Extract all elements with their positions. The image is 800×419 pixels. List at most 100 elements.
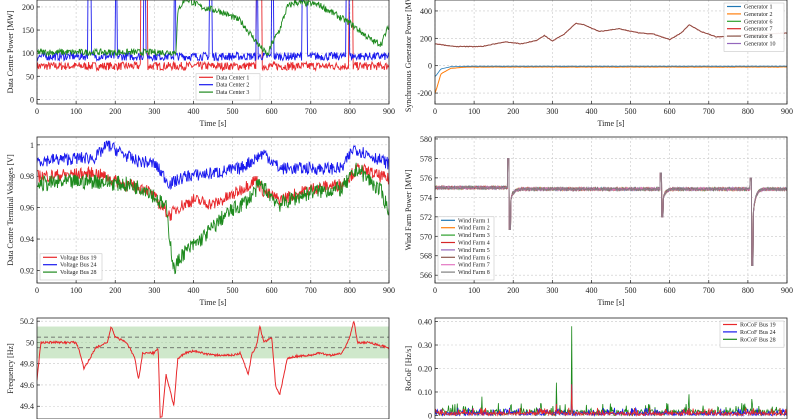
x-tick-label: 800 [344, 107, 356, 116]
legend-entry: Generator 10 [744, 42, 776, 48]
legend-entry: Wind Farm 7 [458, 263, 490, 269]
x-tick-label: 600 [664, 286, 676, 295]
legend-entry: Voltage Bus 19 [60, 255, 97, 261]
series-line [37, 0, 389, 72]
x-tick-label: 500 [625, 107, 637, 116]
y-tick-label: 566 [420, 271, 432, 280]
x-tick-label: 800 [742, 107, 754, 116]
y-tick-label: 0.98 [20, 172, 34, 181]
x-tick-label: 200 [507, 286, 519, 295]
y-tick-label: -200 [417, 89, 432, 98]
x-axis-label: Time [s] [597, 298, 624, 307]
legend-box [39, 253, 103, 281]
y-tick-label: 49.8 [20, 360, 34, 369]
x-tick-label: 400 [187, 107, 199, 116]
x-axis-label: Time [s] [597, 119, 624, 128]
plot-frame [434, 0, 788, 105]
y-tick-label: 200 [420, 34, 432, 43]
x-tick-label: 0 [35, 107, 39, 116]
legend-entry: RoCoF Bus 28 [740, 337, 776, 343]
panel-data-centre-power: 0 100 200 300 400 500 600 700 800 900 0 50 100 150 200… [6, 0, 395, 128]
y-tick-label: 0 [428, 411, 432, 419]
y-tick-label: 49.4 [20, 402, 34, 411]
x-tick-label: 900 [383, 107, 395, 116]
y-axis-label: Data Centre Power [MW] [6, 10, 15, 93]
legend-entry: Generator 6 [744, 19, 773, 25]
x-tick-label: 400 [585, 107, 597, 116]
y-axis-label: Data Centre Terminal Voltages [V] [6, 154, 15, 266]
series-line [435, 157, 787, 266]
x-tick-label: 900 [781, 107, 793, 116]
panel-rocof: 0 0.10 0.20 0.30 0.40 RoCoF [Hz/s] RoCoF Bus 1… [404, 318, 788, 419]
x-tick-label: 500 [227, 107, 239, 116]
x-tick-label: 300 [148, 286, 160, 295]
y-tick-label: 0.92 [20, 266, 34, 275]
y-axis-label: RoCoF [Hz/s] [404, 346, 413, 391]
y-tick-label: 0.40 [418, 318, 432, 327]
legend-entry: Wind Farm 6 [458, 255, 490, 261]
legend-entry: Generator 7 [744, 27, 773, 33]
y-tick-label: 0 [30, 95, 34, 104]
legend-entry: Data Center 3 [216, 90, 249, 96]
y-axis-label: Synchronous Generator Power [MW] [404, 0, 413, 112]
panel-terminal-voltages: 0 100 200 300 400 500 600 700 800 900 0.92 0.94 0.96… [6, 136, 395, 307]
legend-entry: Wind Farm 3 [458, 233, 490, 239]
x-tick-label: 700 [703, 286, 715, 295]
x-tick-label: 100 [468, 286, 480, 295]
series-line [37, 0, 389, 62]
plot-frame [36, 136, 390, 284]
x-tick-label: 0 [433, 286, 437, 295]
y-tick-label: 50 [26, 72, 34, 81]
x-tick-label: 700 [703, 107, 715, 116]
y-tick-label: 100 [22, 49, 34, 58]
y-axis-label: Wind Farm Power [MW] [404, 169, 413, 250]
x-tick-label: 300 [546, 107, 558, 116]
y-tick-label: 574 [420, 193, 432, 202]
legend-entry: Generator 1 [744, 5, 773, 11]
x-tick-label: 800 [344, 286, 356, 295]
y-tick-label: 1 [30, 141, 34, 150]
plot-frame [36, 0, 390, 105]
series-line [435, 66, 787, 94]
series-line [37, 140, 389, 190]
plot-frame [434, 136, 788, 284]
y-tick-label: 0.30 [418, 341, 432, 350]
legend-box [195, 73, 261, 101]
y-tick-label: 0.96 [20, 204, 34, 213]
x-tick-label: 700 [305, 107, 317, 116]
legend-entry: Data Center 2 [216, 83, 249, 89]
y-tick-label: 578 [420, 154, 432, 163]
frequency-band [37, 326, 389, 359]
y-tick-label: 49.6 [20, 381, 34, 390]
x-tick-label: 100 [468, 107, 480, 116]
x-tick-label: 200 [109, 107, 121, 116]
y-tick-label: 568 [420, 252, 432, 261]
y-tick-label: 572 [420, 213, 432, 222]
plot-frame [36, 317, 390, 419]
legend-entry: Generator 8 [744, 34, 773, 40]
y-tick-label: 0 [428, 62, 432, 71]
x-tick-label: 100 [70, 286, 82, 295]
x-axis-label: Time [s] [199, 119, 226, 128]
legend-entry: Voltage Bus 28 [60, 270, 97, 276]
legend-entry: Voltage Bus 24 [60, 263, 97, 269]
panel-wind-farm-power: 0 100 200 300 400 500 600 700 800 900 566 568 570 572… [404, 135, 793, 307]
x-tick-label: 0 [35, 286, 39, 295]
legend-entry: RoCoF Bus 24 [740, 330, 776, 336]
x-tick-label: 700 [305, 286, 317, 295]
panel-frequency: 49.4 49.6 49.8 50 50.2 Frequency [Hz] [6, 317, 390, 419]
legend-entry: Wind Farm 8 [458, 270, 490, 276]
x-tick-label: 600 [664, 107, 676, 116]
x-tick-label: 600 [266, 107, 278, 116]
legend-entry: Wind Farm 1 [458, 218, 490, 224]
y-tick-label: 0.94 [20, 235, 34, 244]
x-tick-label: 800 [742, 286, 754, 295]
x-tick-label: 300 [546, 286, 558, 295]
series-line [435, 65, 787, 77]
x-tick-label: 400 [187, 286, 199, 295]
